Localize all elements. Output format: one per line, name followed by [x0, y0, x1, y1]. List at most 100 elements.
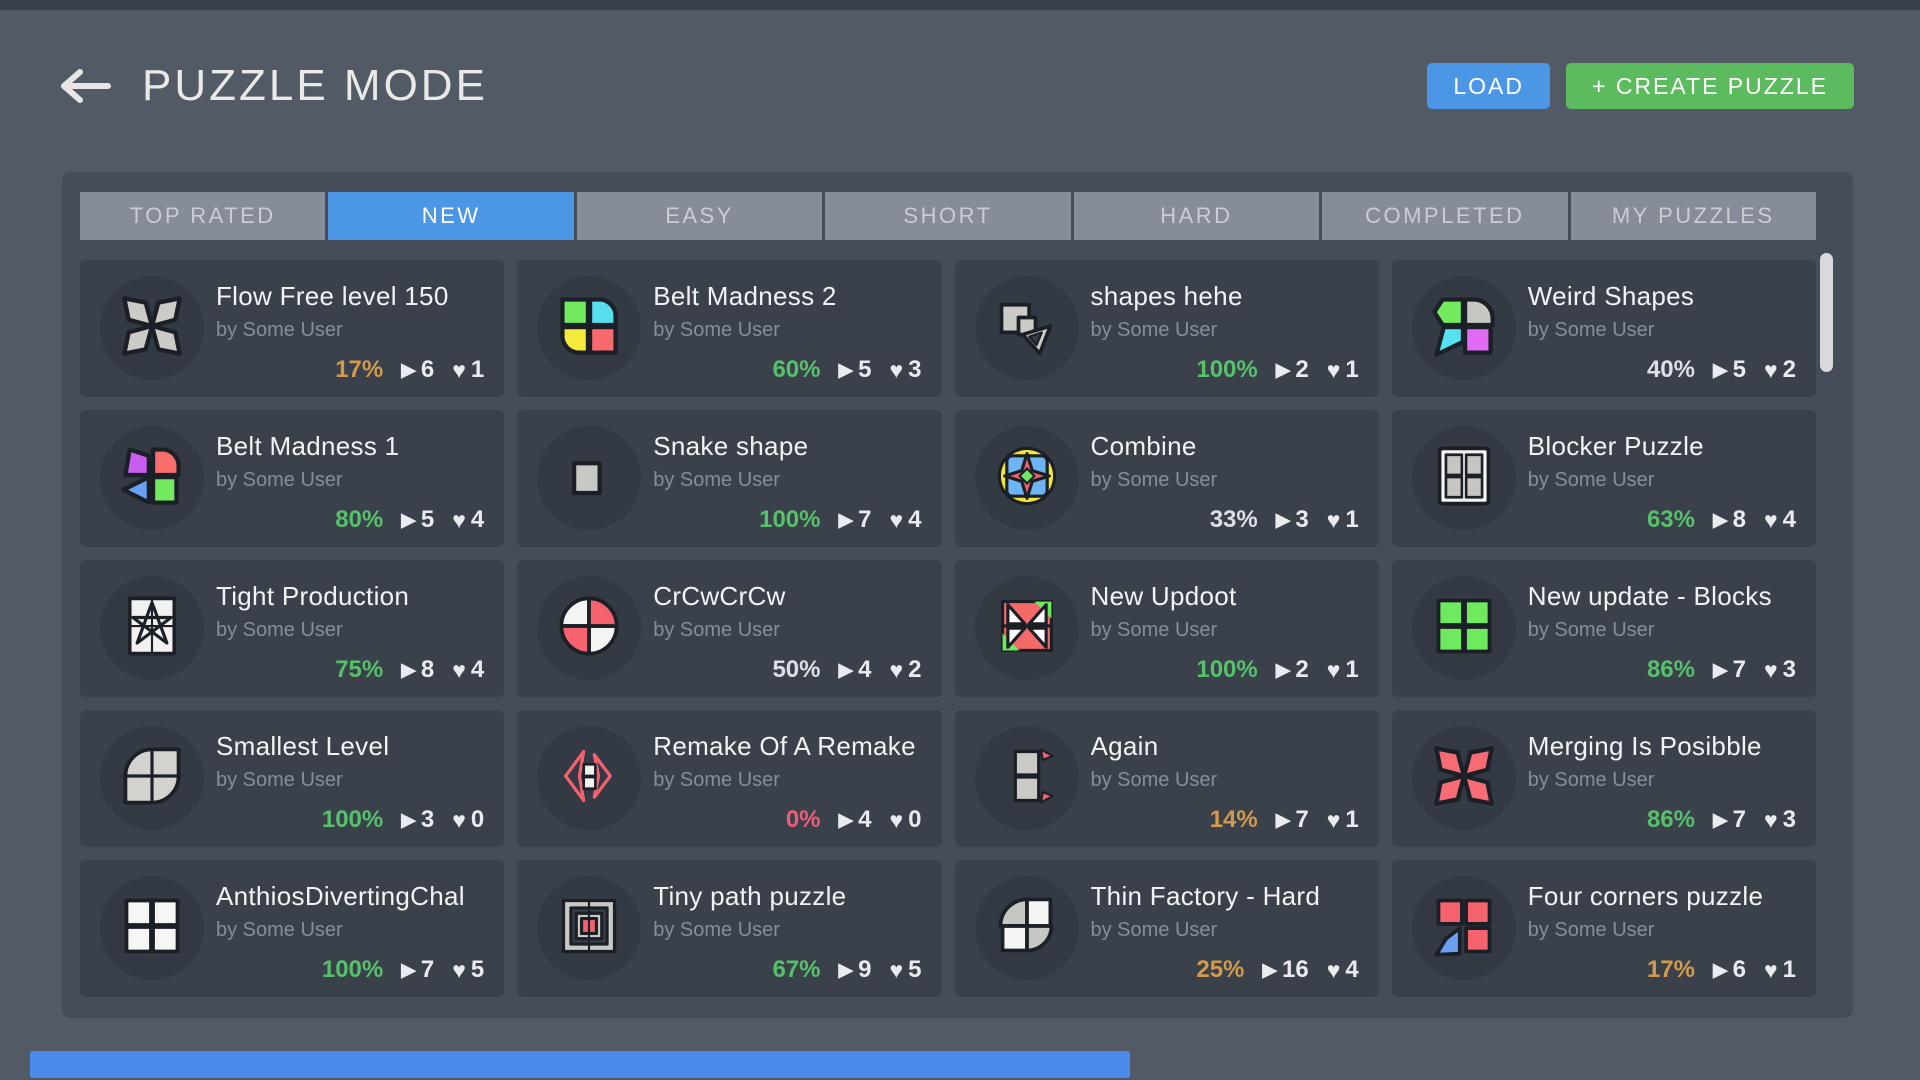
play-icon: ▶ — [401, 359, 416, 381]
puzzle-card[interactable]: Merging Is Posibble by Some User 86% ▶ 7 … — [1391, 710, 1816, 847]
play-count: 3 — [420, 806, 435, 833]
like-count: 2 — [1782, 356, 1796, 383]
puzzle-card[interactable]: Belt Madness 2 by Some User 60% ▶ 5 ♥ 3 — [517, 260, 942, 397]
top-edge-strip — [0, 0, 1920, 10]
tab-bar: TOP RATED NEW EASY SHORT HARD COMPLETED MY PUZ… — [80, 192, 1816, 240]
puzzle-stats: 100% ▶ 2 ♥ 1 — [1196, 356, 1358, 384]
completion-percent: 60% — [772, 356, 821, 383]
play-icon: ▶ — [1713, 659, 1728, 681]
puzzle-card[interactable]: Flow Free level 150 by Some User 17% ▶ 6 … — [80, 260, 505, 397]
scrollbar-thumb[interactable] — [1820, 253, 1833, 372]
puzzle-card[interactable]: Four corners puzzle by Some User 17% ▶ 6 … — [1391, 860, 1816, 997]
puzzle-card[interactable]: Weird Shapes by Some User 40% ▶ 5 ♥ 2 — [1391, 260, 1816, 397]
arrow-left-icon — [61, 69, 111, 103]
back-button[interactable] — [60, 63, 116, 109]
puzzle-card[interactable]: Tight Production by Some User 75% ▶ 8 ♥ 4 — [80, 560, 505, 697]
create-puzzle-button[interactable]: + CREATE PUZZLE — [1566, 63, 1854, 109]
puzzle-title: Tight Production — [216, 581, 410, 611]
tab-hard[interactable]: HARD — [1073, 192, 1320, 240]
puzzle-icon-circle — [537, 576, 642, 680]
like-count: 1 — [470, 356, 485, 383]
puzzle-title: Blocker Puzzle — [1527, 431, 1704, 461]
play-icon: ▶ — [1262, 959, 1278, 981]
tab-completed[interactable]: COMPLETED — [1322, 192, 1568, 240]
tab-my-puzzles[interactable]: MY PUZZLES — [1570, 192, 1816, 240]
play-icon: ▶ — [1275, 809, 1291, 831]
play-count: 7 — [1732, 806, 1746, 833]
puzzle-card[interactable]: Tiny path puzzle by Some User 67% ▶ 9 ♥ 5 — [517, 860, 942, 997]
pinwheel-gray-icon — [118, 292, 186, 365]
puzzle-card[interactable]: New update - Blocks by Some User 86% ▶ 7 … — [1391, 560, 1816, 697]
puzzle-card[interactable]: Remake Of A Remake by Some User 0% ▶ 4 ♥ 0 — [517, 710, 942, 847]
heart-icon: ♥ — [452, 806, 466, 833]
puzzle-card[interactable]: New Updoot by Some User 100% ▶ 2 ♥ 1 — [954, 560, 1379, 697]
like-count: 0 — [908, 806, 922, 833]
puzzle-card[interactable]: AnthiosDivertingChal by Some User 100% ▶… — [80, 860, 505, 997]
puzzle-card[interactable]: Combine by Some User 33% ▶ 3 ♥ 1 — [954, 410, 1379, 547]
tab-new[interactable]: NEW — [328, 192, 574, 240]
heart-icon: ♥ — [889, 506, 904, 533]
puzzle-icon-circle — [974, 576, 1079, 680]
puzzle-title: Snake shape — [653, 431, 809, 461]
puzzle-title: New Updoot — [1090, 581, 1237, 611]
puzzle-card[interactable]: shapes hehe by Some User 100% ▶ 2 ♥ 1 — [954, 260, 1379, 397]
blocker-grid-icon — [1430, 442, 1498, 515]
load-button[interactable]: LOAD — [1427, 63, 1551, 109]
puzzle-stats: 86% ▶ 7 ♥ 3 — [1647, 806, 1796, 834]
heart-icon: ♥ — [1763, 356, 1778, 383]
puzzle-card[interactable]: Again by Some User 14% ▶ 7 ♥ 1 — [954, 710, 1379, 847]
puzzle-author: by Some User — [1527, 919, 1655, 941]
heart-icon: ♥ — [1326, 506, 1341, 533]
puzzle-icon-circle — [100, 576, 204, 680]
like-count: 4 — [908, 506, 922, 533]
puzzle-card[interactable]: CrCwCrCw by Some User 50% ▶ 4 ♥ 2 — [517, 560, 942, 697]
puzzle-card[interactable]: Smallest Level by Some User 100% ▶ 3 ♥ 0 — [80, 710, 505, 847]
like-count: 4 — [470, 656, 485, 683]
play-count: 3 — [1295, 506, 1309, 533]
like-count: 4 — [1782, 506, 1796, 533]
puzzle-stats: 17% ▶ 6 ♥ 1 — [335, 356, 484, 384]
play-count: 8 — [420, 656, 435, 683]
white-blocks-icon — [118, 892, 186, 965]
puzzle-stats: 17% ▶ 6 ♥ 1 — [1647, 956, 1796, 984]
completion-percent: 100% — [321, 956, 384, 983]
tab-short[interactable]: SHORT — [825, 192, 1071, 240]
tab-label: EASY — [665, 203, 734, 228]
play-icon: ▶ — [401, 509, 416, 531]
completion-percent: 25% — [1196, 956, 1245, 983]
tab-label: SHORT — [903, 203, 993, 228]
puzzle-card[interactable]: Thin Factory - Hard by Some User 25% ▶ 16… — [954, 860, 1379, 997]
play-count: 2 — [1295, 356, 1309, 383]
like-count: 1 — [1345, 356, 1359, 383]
play-count: 7 — [420, 956, 435, 983]
heart-icon: ♥ — [1326, 956, 1341, 983]
puzzle-icon-circle — [1411, 876, 1516, 980]
combine-star-icon — [993, 442, 1061, 515]
heart-icon: ♥ — [889, 806, 904, 833]
updoot-star-icon — [993, 592, 1061, 665]
corner-squares-icon — [1430, 892, 1498, 965]
puzzle-card[interactable]: Blocker Puzzle by Some User 63% ▶ 8 ♥ 4 — [1391, 410, 1816, 547]
puzzle-title: AnthiosDivertingChal — [216, 881, 465, 911]
tab-label: MY PUZZLES — [1611, 203, 1775, 228]
play-count: 6 — [420, 356, 435, 383]
play-count: 16 — [1282, 956, 1309, 983]
heart-icon: ♥ — [889, 956, 904, 983]
play-count: 2 — [1295, 656, 1309, 683]
play-icon: ▶ — [1713, 959, 1728, 981]
puzzle-icon-circle — [974, 276, 1079, 380]
weird-shapes-icon — [1430, 292, 1498, 365]
puzzle-title: CrCwCrCw — [653, 581, 786, 611]
heart-icon: ♥ — [889, 656, 904, 683]
tab-easy[interactable]: EASY — [576, 192, 823, 240]
quarter-circle-icon — [555, 592, 623, 665]
puzzle-card[interactable]: Snake shape by Some User 100% ▶ 7 ♥ 4 — [517, 410, 942, 547]
puzzle-card[interactable]: Belt Madness 1 by Some User 80% ▶ 5 ♥ 4 — [80, 410, 505, 547]
play-count: 4 — [858, 806, 872, 833]
puzzle-author: by Some User — [653, 619, 780, 641]
tab-top-rated[interactable]: TOP RATED — [80, 192, 326, 240]
completion-percent: 86% — [1646, 806, 1695, 833]
puzzle-icon-circle — [1411, 576, 1516, 680]
header: PUZZLE MODE LOAD + CREATE PUZZLE — [60, 56, 1854, 116]
like-count: 1 — [1782, 956, 1796, 983]
